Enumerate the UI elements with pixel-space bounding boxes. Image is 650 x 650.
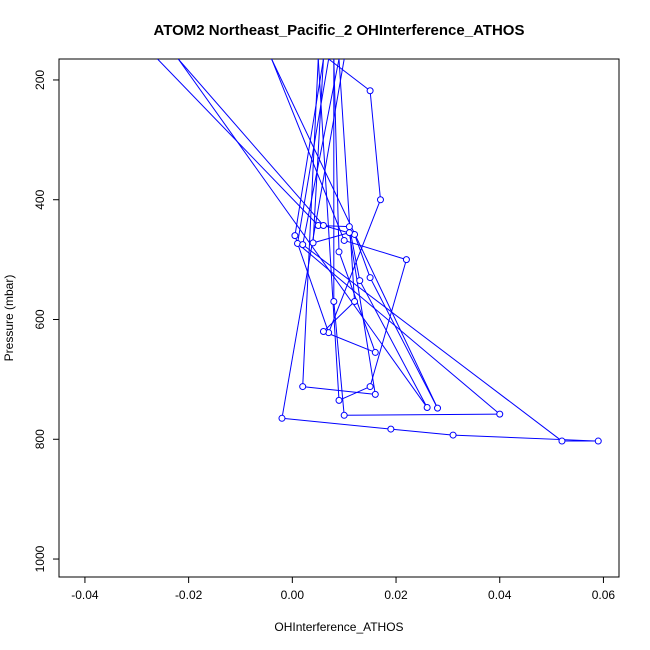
data-point [496,410,504,418]
series-segment [177,59,324,226]
series-segment [369,90,381,200]
data-point [309,239,317,247]
series-segment [302,59,340,245]
series-segment [302,244,563,442]
series-segment [302,386,376,395]
series-segment [348,232,376,395]
data-point [449,431,457,439]
data-point [291,232,299,240]
series-segment [328,199,381,333]
data-point [345,229,353,237]
series-segment [317,59,340,401]
series-segment [323,331,376,353]
y-tick-label: 1000 [33,545,47,572]
data-point [299,241,307,249]
data-point [402,256,410,264]
marker-layer [278,87,602,445]
y-tick-label: 800 [33,429,47,449]
series-segment [271,59,345,241]
series-segment [390,428,454,436]
series-segment [177,59,428,408]
data-point [366,274,374,282]
data-point [387,425,395,433]
series-segment [369,277,438,409]
series-segment [344,239,407,261]
data-point [345,223,353,231]
data-point [594,437,602,445]
series-segment [323,301,355,332]
data-point [356,277,364,285]
series-segment [281,59,345,419]
x-tick-label: -0.02 [175,588,203,602]
series-segment [302,59,319,387]
series-segment [312,232,350,244]
series-segment [344,413,500,416]
y-tick-label: 200 [33,70,47,90]
series-segment [369,259,407,387]
chart-title: ATOM2 Northeast_Pacific_2 OHInterference… [154,22,525,39]
y-axis-label: Pressure (mbar) [2,275,16,362]
series-segment [297,243,501,415]
data-point [299,383,307,391]
data-point [335,396,343,404]
data-point [340,236,348,244]
x-tick-label: 0.04 [488,588,512,602]
data-point [423,404,431,412]
data-point [351,298,359,306]
series-segment [294,235,330,333]
series-segment [359,280,428,408]
series-segment [354,234,371,278]
series-segment [338,386,371,401]
series-segment [281,417,391,430]
x-tick-label: 0.02 [384,588,408,602]
data-point [371,348,379,356]
series-segment [312,59,324,243]
data-point [376,196,384,204]
data-point [335,248,343,256]
x-tick-label: -0.04 [71,588,99,602]
y-axis: 200 400 600 800 1000 [33,70,59,572]
series-segment [453,434,599,442]
series-segment [333,59,340,252]
series-segment [297,59,330,244]
data-point [278,414,286,422]
x-axis: -0.04 -0.02 0.00 0.02 0.04 0.06 [71,577,615,602]
data-point [366,87,374,95]
x-tick-label: 0.06 [592,588,616,602]
data-point [366,383,374,391]
series-layer [157,59,599,442]
series-segment [328,59,371,92]
data-point [558,437,566,445]
data-point [371,390,379,398]
series-segment [338,59,356,302]
data-point [319,327,327,335]
y-tick-label: 600 [33,309,47,329]
y-tick-label: 400 [33,189,47,209]
data-point [340,411,348,419]
x-tick-label: 0.00 [281,588,305,602]
plot-frame [58,58,620,578]
x-axis-label: OHInterference_ATHOS [274,620,403,634]
series-segment [294,59,324,236]
data-point [330,298,338,306]
data-point [319,221,327,229]
data-point [434,404,442,412]
